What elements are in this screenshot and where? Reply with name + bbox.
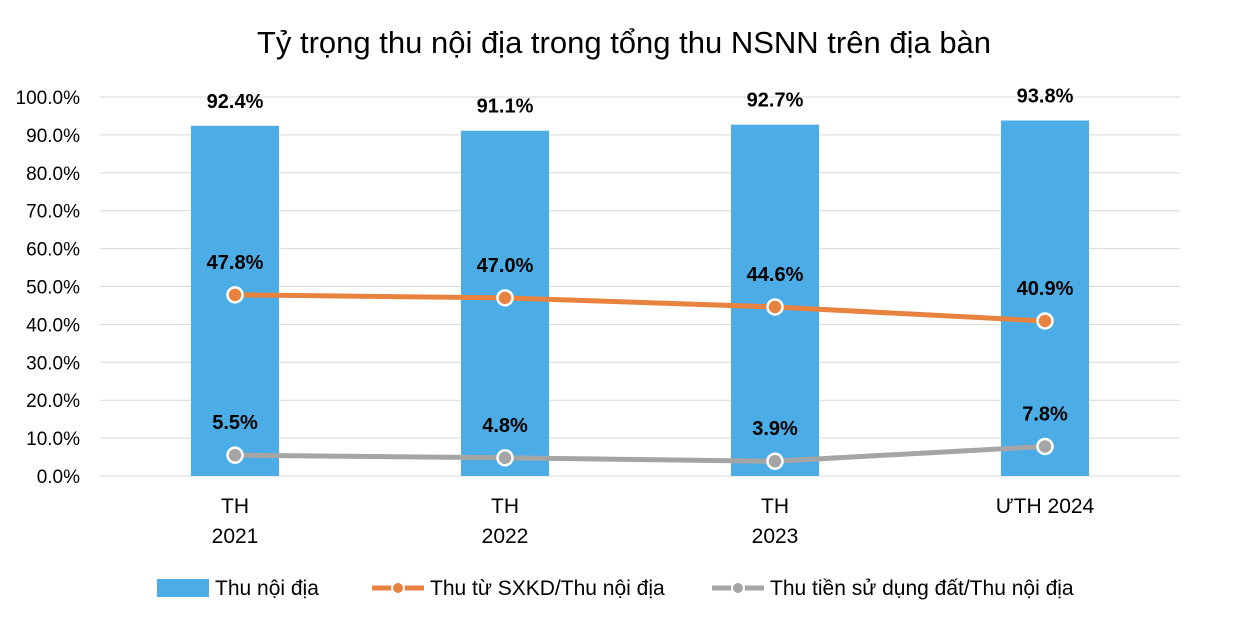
legend: Thu nội địa Thu từ SXKD/Thu nội địa Thu ti… [157, 577, 1074, 600]
y-tick-label: 100.0% [16, 88, 81, 109]
line-point [226, 446, 244, 464]
x-axis-ticks: TH 2021 TH 2022 TH 2023 ƯTH 2024 [212, 495, 1095, 548]
y-tick-label: 80.0% [26, 164, 80, 185]
legend-marker [731, 581, 745, 595]
chart-title: Tỷ trọng thu nội địa trong tổng thu NSNN… [257, 25, 991, 60]
line-point [226, 286, 244, 304]
y-axis-ticks: 0.0% 10.0% 20.0% 30.0% 40.0% 50.0% 60.0% 70.0% 8… [16, 88, 81, 488]
y-tick-label: 60.0% [26, 240, 80, 261]
line-value-label: 5.5% [212, 412, 258, 434]
line-point [766, 298, 784, 316]
series-line [234, 443, 1046, 464]
bar-value-label: 92.4% [207, 91, 264, 113]
x-tick-label: 2021 [212, 525, 259, 548]
x-tick-label: ƯTH 2024 [996, 495, 1095, 518]
legend-swatch [157, 579, 209, 597]
bar-value-label: 93.8% [1017, 85, 1074, 107]
y-tick-label: 30.0% [26, 353, 80, 374]
line-value-label: 40.9% [1017, 278, 1074, 300]
y-tick-label: 10.0% [26, 429, 80, 450]
line-point [1036, 312, 1054, 330]
legend-label: Thu từ SXKD/Thu nội địa [430, 577, 665, 600]
line-value-label: 44.6% [747, 264, 804, 286]
gridlines [100, 96, 1180, 477]
y-tick-label: 70.0% [26, 202, 80, 223]
x-tick-label: 2023 [752, 525, 799, 548]
bar-value-label: 91.1% [477, 96, 534, 118]
x-tick-label: TH [221, 495, 249, 518]
y-tick-label: 40.0% [26, 315, 80, 336]
data-labels: 92.4% 91.1% 92.7% 93.8% 47.8% 47.0% 44.6% 40.9%… [207, 85, 1074, 440]
y-tick-label: 0.0% [37, 467, 80, 488]
line-point [496, 449, 514, 467]
legend-label: Thu nội địa [215, 577, 319, 600]
line-value-label: 7.8% [1022, 403, 1068, 425]
series-line [234, 292, 1046, 324]
line-value-label: 4.8% [482, 415, 528, 437]
x-tick-label: TH [491, 495, 519, 518]
line-point [496, 289, 514, 307]
line-value-label: 3.9% [752, 418, 798, 440]
legend-label: Thu tiền sử dụng đất/Thu nội địa [770, 577, 1074, 600]
line-point [766, 452, 784, 470]
y-tick-label: 20.0% [26, 391, 80, 412]
line-point [1036, 437, 1054, 456]
x-tick-label: TH [761, 495, 789, 518]
bar [1001, 120, 1089, 477]
y-tick-label: 50.0% [26, 278, 80, 299]
line-series [226, 286, 1054, 470]
y-tick-label: 90.0% [26, 126, 80, 147]
legend-marker [391, 581, 405, 595]
line-value-label: 47.0% [477, 255, 534, 277]
line-value-label: 47.8% [207, 252, 264, 274]
bar-value-label: 92.7% [747, 90, 804, 112]
x-tick-label: 2022 [482, 525, 529, 548]
